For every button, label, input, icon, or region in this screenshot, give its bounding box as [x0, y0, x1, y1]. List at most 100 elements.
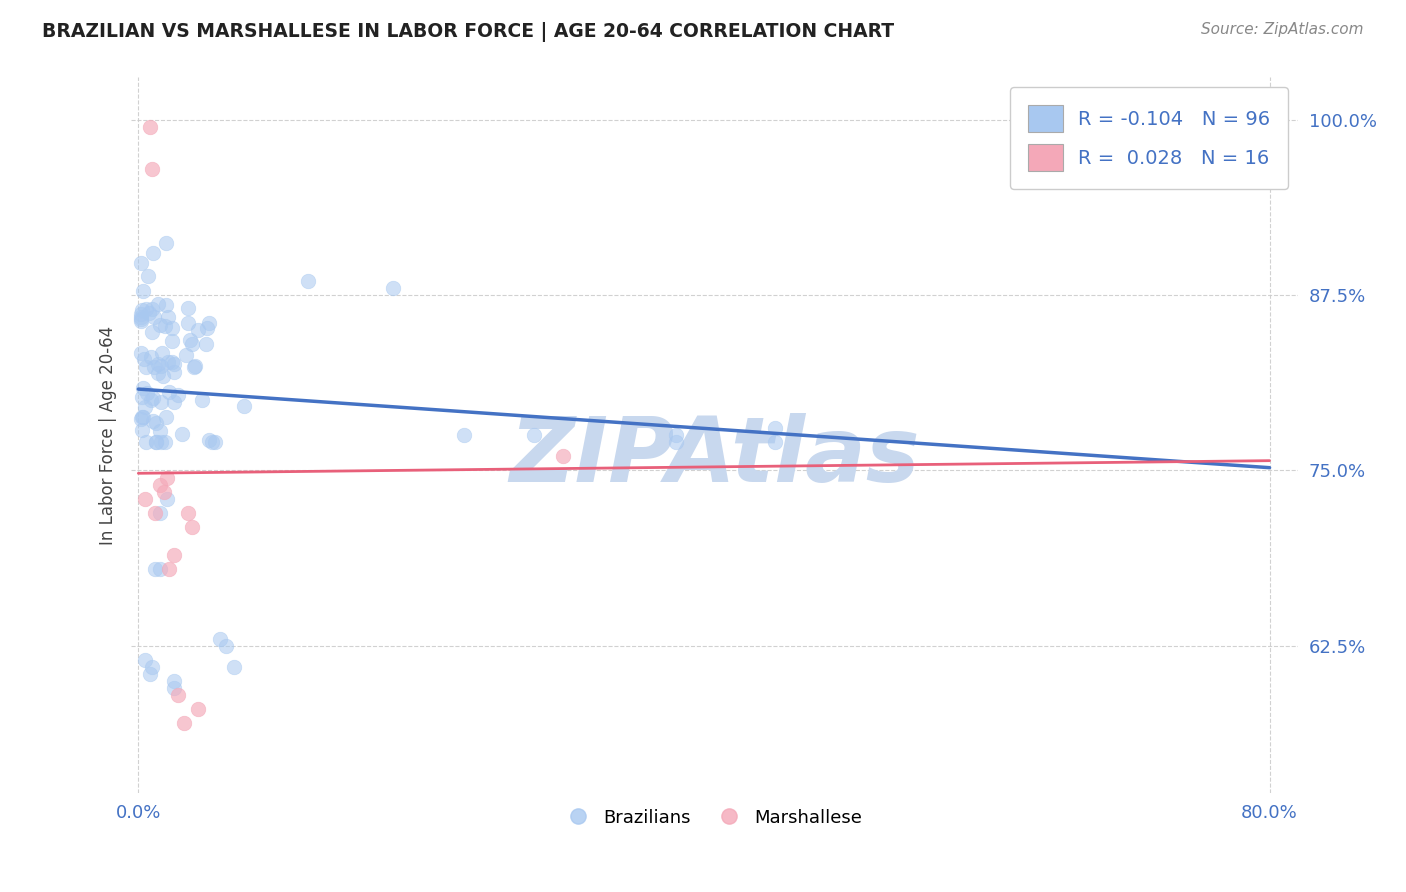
Point — [129, 412, 152, 426]
Point — [142, 414, 165, 428]
Point — [149, 359, 172, 373]
Point — [141, 350, 163, 364]
Point — [141, 301, 163, 316]
Point — [129, 256, 152, 270]
Point — [665, 428, 688, 442]
Point — [187, 702, 209, 716]
Point — [198, 316, 221, 330]
Point — [163, 365, 186, 379]
Point — [215, 639, 238, 653]
Y-axis label: In Labor Force | Age 20-64: In Labor Force | Age 20-64 — [100, 326, 117, 545]
Point — [153, 435, 176, 450]
Point — [148, 506, 170, 520]
Point — [763, 421, 786, 435]
Point — [155, 491, 177, 506]
Point — [149, 395, 172, 409]
Point — [201, 435, 224, 450]
Point — [142, 245, 165, 260]
Point — [141, 660, 163, 674]
Point — [142, 392, 165, 406]
Point — [129, 346, 152, 360]
Point — [145, 435, 167, 450]
Point — [135, 359, 157, 374]
Point — [183, 360, 205, 375]
Point — [381, 281, 404, 295]
Point — [129, 312, 152, 326]
Text: Source: ZipAtlas.com: Source: ZipAtlas.com — [1201, 22, 1364, 37]
Point — [167, 388, 190, 402]
Point — [167, 688, 190, 702]
Point — [135, 435, 157, 450]
Point — [156, 355, 179, 369]
Point — [138, 667, 160, 681]
Point — [233, 399, 256, 413]
Point — [146, 357, 169, 371]
Text: BRAZILIAN VS MARSHALLESE IN LABOR FORCE | AGE 20-64 CORRELATION CHART: BRAZILIAN VS MARSHALLESE IN LABOR FORCE … — [42, 22, 894, 42]
Point — [204, 435, 226, 450]
Point — [162, 334, 184, 348]
Point — [143, 562, 166, 576]
Point — [157, 385, 180, 400]
Point — [170, 426, 193, 441]
Point — [129, 307, 152, 321]
Point — [163, 681, 186, 695]
Point — [162, 357, 184, 371]
Point — [173, 716, 195, 731]
Point — [132, 351, 155, 366]
Point — [148, 296, 170, 310]
Point — [143, 359, 166, 374]
Point — [146, 366, 169, 380]
Point — [183, 359, 205, 373]
Point — [155, 236, 177, 251]
Point — [150, 345, 173, 359]
Point — [131, 410, 153, 425]
Point — [135, 386, 157, 401]
Point — [134, 491, 156, 506]
Point — [195, 320, 218, 334]
Point — [131, 284, 153, 298]
Point — [209, 632, 232, 646]
Point — [129, 310, 152, 325]
Point — [163, 674, 186, 689]
Point — [148, 477, 170, 491]
Point — [129, 313, 152, 327]
Point — [155, 409, 177, 424]
Point — [138, 306, 160, 320]
Point — [153, 319, 176, 334]
Point — [763, 435, 786, 450]
Point — [523, 428, 546, 442]
Point — [134, 401, 156, 415]
Point — [145, 435, 167, 450]
Point — [148, 562, 170, 576]
Point — [162, 394, 184, 409]
Point — [155, 470, 177, 484]
Point — [138, 269, 160, 284]
Point — [149, 435, 172, 450]
Point — [132, 409, 155, 424]
Point — [141, 161, 163, 176]
Point — [134, 653, 156, 667]
Point — [132, 381, 155, 395]
Point — [177, 506, 200, 520]
Point — [453, 428, 475, 442]
Point — [159, 562, 181, 576]
Point — [143, 506, 166, 520]
Point — [181, 519, 204, 533]
Legend: Brazilians, Marshallese: Brazilians, Marshallese — [560, 801, 869, 834]
Point — [138, 120, 160, 134]
Point — [149, 424, 172, 438]
Point — [665, 435, 688, 450]
Point — [143, 310, 166, 325]
Point — [224, 660, 246, 674]
Point — [160, 355, 183, 369]
Point — [156, 310, 179, 324]
Point — [551, 450, 574, 464]
Point — [179, 333, 201, 347]
Point — [195, 337, 218, 351]
Point — [131, 390, 153, 404]
Point — [181, 337, 204, 351]
Point — [141, 326, 163, 340]
Point — [187, 323, 209, 337]
Point — [174, 348, 197, 362]
Point — [139, 393, 162, 408]
